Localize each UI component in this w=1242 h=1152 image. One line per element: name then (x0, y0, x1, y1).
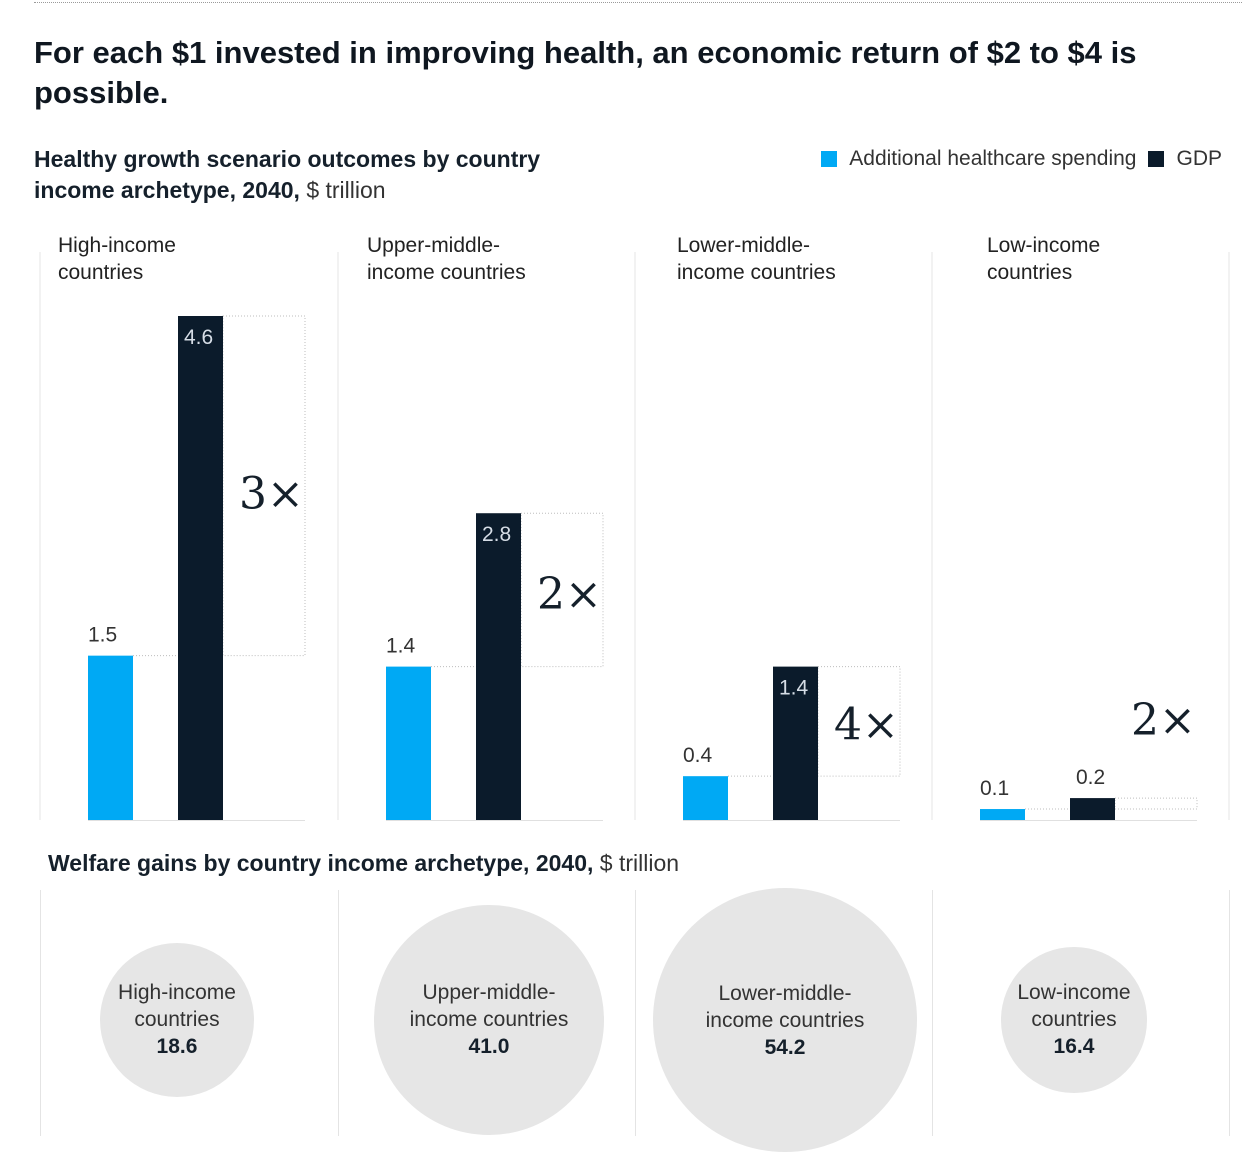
bar-chart: 1.5 4.6 3× 1.4 2.8 2× 0.4 1.4 4× 0.1 0.2 2× (39, 252, 1230, 821)
category-label-line: High-income (58, 234, 176, 257)
chart-title: For each $1 invested in improving health… (34, 35, 1137, 110)
category-label-upper-middle-income: Upper-middle- income countries (367, 232, 607, 286)
welfare-bubble-name-line: countries (1031, 1008, 1117, 1032)
welfare-title-strong: Welfare gains by country income archetyp… (48, 850, 594, 876)
value-label-additional-healthcare-spending: 1.4 (386, 635, 416, 658)
legend-item-gdp: GDP (1148, 147, 1222, 171)
welfare-divider (338, 890, 339, 1136)
top-rule (34, 2, 1242, 3)
chart-subtitle-unit: $ trillion (306, 177, 386, 203)
legend-item-healthcare: Additional healthcare spending (821, 147, 1136, 171)
welfare-bubble-name-line: High-income (118, 981, 236, 1005)
welfare-bubble-name-line: Upper-middle- (422, 981, 556, 1005)
welfare-title-unit: $ trillion (599, 850, 680, 876)
bar-additional-healthcare-spending (683, 776, 728, 820)
legend-swatch-healthcare (821, 151, 838, 167)
bar-gdp (1070, 798, 1115, 820)
bar-additional-healthcare-spending (88, 655, 133, 820)
welfare-bubble-value: 16.4 (1053, 1035, 1095, 1059)
category-label-line: income countries (367, 261, 526, 284)
welfare-bubble-low-income: Low-income countries 16.4 (1001, 947, 1147, 1093)
category-label-line: Upper-middle- (367, 234, 501, 257)
value-label-additional-healthcare-spending: 1.5 (88, 624, 117, 647)
welfare-bubble-value: 18.6 (156, 1035, 198, 1059)
category-label-line: countries (987, 261, 1073, 284)
welfare-divider (932, 890, 933, 1136)
multiplier-box (222, 315, 306, 657)
multiplier-label: 4× (834, 700, 899, 751)
welfare-divider (635, 890, 636, 1136)
legend: Additional healthcare spending GDP (809, 147, 1222, 171)
category-label-line: income countries (677, 261, 836, 284)
category-label-high-income: High-income countries (58, 232, 298, 286)
legend-label-gdp: GDP (1176, 147, 1222, 170)
welfare-bubble-upper-middle-income: Upper-middle- income countries 41.0 (374, 905, 604, 1135)
welfare-bubble-name-line: income countries (705, 1008, 865, 1032)
legend-label-healthcare: Additional healthcare spending (849, 147, 1137, 170)
category-label-low-income: Low-income countries (987, 232, 1227, 286)
multiplier-label: 2× (537, 569, 602, 620)
welfare-bubble-value: 54.2 (764, 1035, 806, 1059)
category-label-lower-middle-income: Lower-middle- income countries (677, 232, 917, 286)
value-label-additional-healthcare-spending: 0.1 (980, 777, 1009, 800)
welfare-bubble-lower-middle-income: Lower-middle- income countries 54.2 (653, 888, 917, 1152)
chart-subtitle: Healthy growth scenario outcomes by coun… (34, 144, 594, 206)
category-label-line: countries (58, 261, 144, 284)
category-label-line: Low-income (987, 234, 1101, 257)
welfare-bubble-name-line: Low-income (1017, 981, 1131, 1005)
welfare-bubble-name-line: countries (134, 1008, 220, 1032)
welfare-bubble-name-line: income countries (409, 1008, 569, 1032)
welfare-bubble-value: 41.0 (468, 1035, 510, 1059)
legend-swatch-gdp (1148, 151, 1165, 167)
value-label-additional-healthcare-spending: 0.4 (683, 744, 713, 767)
chart-subtitle-strong: Healthy growth scenario outcomes by coun… (34, 146, 541, 203)
bar-gdp (178, 316, 223, 820)
multiplier-label: 3× (239, 469, 304, 520)
welfare-divider (1229, 890, 1230, 1136)
value-label-gdp: 1.4 (779, 677, 809, 700)
bar-gdp (476, 513, 521, 820)
multiplier-box (1114, 797, 1198, 810)
welfare-bubble-name-line: Lower-middle- (718, 981, 852, 1005)
bar-gdp (773, 666, 818, 820)
multiplier-box (520, 512, 604, 668)
value-label-gdp: 0.2 (1076, 766, 1105, 789)
value-label-gdp: 2.8 (482, 523, 511, 546)
multiplier-label: 2× (1131, 695, 1196, 746)
welfare-title: Welfare gains by country income archetyp… (48, 848, 948, 879)
category-label-line: Lower-middle- (677, 234, 811, 257)
value-label-gdp: 4.6 (184, 326, 213, 349)
bar-additional-healthcare-spending (980, 809, 1025, 820)
welfare-divider (40, 890, 41, 1136)
bar-additional-healthcare-spending (386, 666, 431, 820)
welfare-bubble-high-income: High-income countries 18.6 (99, 942, 255, 1098)
